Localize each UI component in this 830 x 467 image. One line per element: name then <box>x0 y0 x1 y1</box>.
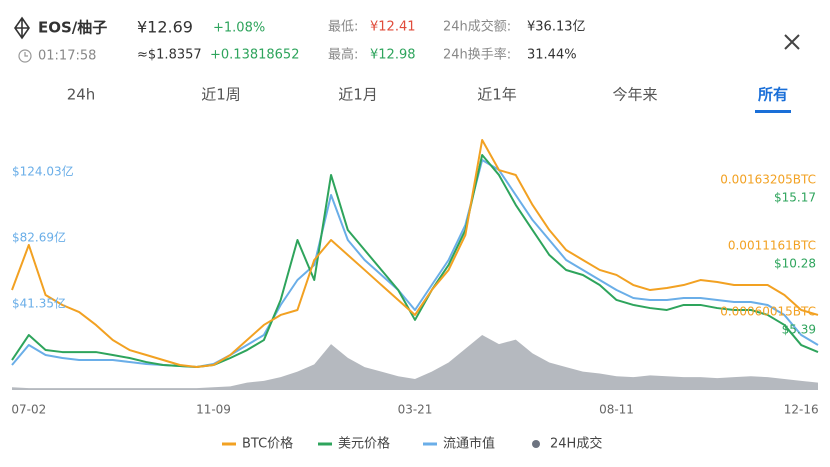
usd-change: +0.13818652 <box>210 48 299 63</box>
low: ¥12.41 <box>370 20 416 35</box>
x-tick-label: 08-11 <box>599 403 634 417</box>
y-tick-label: $82.69亿 <box>12 229 66 244</box>
y2-tick-label: $10.28 <box>774 256 816 270</box>
legend-label: 流通市值 <box>443 436 495 452</box>
x-tick-label: 12-16 <box>784 403 819 417</box>
tab[interactable]: 近1周 <box>201 86 241 104</box>
legend-dot <box>532 440 540 448</box>
y3-tick-label: 0.00163205BTC <box>720 173 816 187</box>
legend-label: 24H成交 <box>550 436 602 452</box>
tab[interactable]: 24h <box>67 86 96 104</box>
symbol: EOS/柚子 <box>38 19 107 37</box>
tab[interactable]: 今年来 <box>612 86 657 104</box>
usd-price: ≈$1.8357 <box>137 48 202 63</box>
volume-label: 24h成交额: <box>443 19 511 35</box>
high: ¥12.98 <box>370 48 416 63</box>
price: ¥12.69 <box>137 18 193 37</box>
clock-hand <box>24 52 28 57</box>
y-tick-label: $124.03亿 <box>12 164 74 179</box>
x-tick-label: 11-09 <box>196 403 231 417</box>
high-label: 最高: <box>328 47 358 63</box>
price-line <box>11 138 819 369</box>
time: 01:17:58 <box>38 49 96 64</box>
tab[interactable]: 所有 <box>758 86 788 104</box>
price-line <box>11 153 819 369</box>
tab[interactable]: 近1月 <box>338 86 378 104</box>
legend: BTC价格 美元价格 流通市值 24H成交 <box>222 436 602 452</box>
close-button[interactable] <box>784 34 800 50</box>
logo-icon <box>14 16 30 40</box>
chart: $124.03亿 $82.69亿 $41.35亿 0.00163205BTC 0.001… <box>11 138 819 417</box>
y-tick-label: $41.35亿 <box>12 295 66 310</box>
y3-tick-label: 0.00060015BTC <box>720 305 816 319</box>
turnover: 31.44% <box>527 48 577 63</box>
turnover-label: 24h换手率: <box>443 47 511 63</box>
x-tick-label: 07-02 <box>11 403 46 417</box>
x-tick-label: 03-21 <box>398 403 433 417</box>
tabs: 24h 近1周 近1月 近1年 今年来 所有 <box>67 86 791 113</box>
price-line <box>11 158 819 369</box>
volume: ¥36.13亿 <box>527 20 586 35</box>
change: +1.08% <box>213 21 265 36</box>
legend-label: BTC价格 <box>242 436 293 452</box>
y3-tick-label: 0.0011161BTC <box>728 239 816 253</box>
clock-icon <box>18 49 32 63</box>
y2-tick-label: $15.17 <box>774 190 816 204</box>
y2-tick-label: $5.39 <box>782 322 816 336</box>
tab[interactable]: 近1年 <box>477 86 517 104</box>
legend-label: 美元价格 <box>338 436 390 452</box>
tab-underline <box>755 110 791 113</box>
volume-area <box>12 335 818 390</box>
low-label: 最低: <box>328 20 358 35</box>
